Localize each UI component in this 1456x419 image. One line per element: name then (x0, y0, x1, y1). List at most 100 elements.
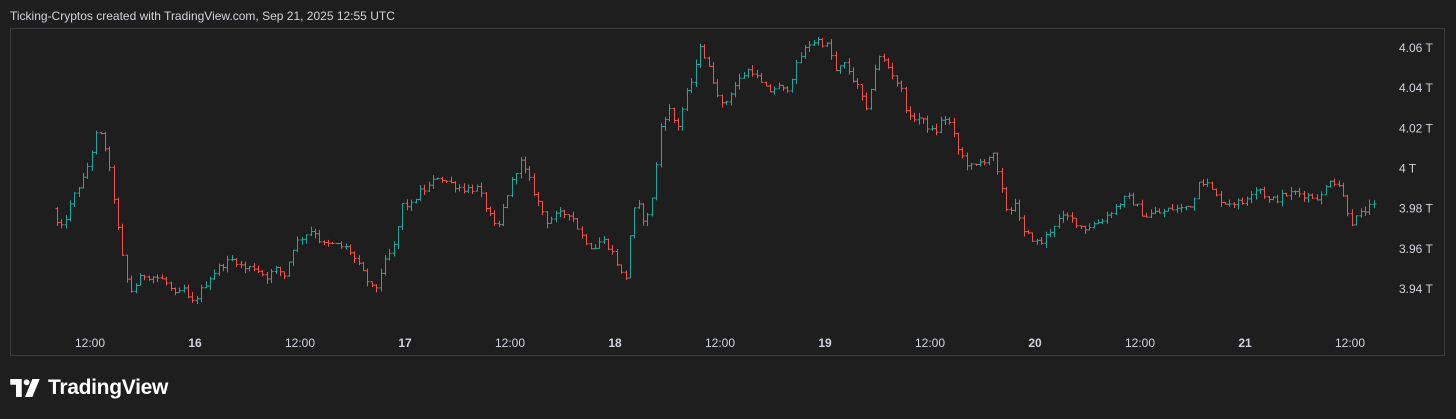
ohlc-bar (186, 284, 191, 299)
ohlc-bar (1210, 181, 1215, 190)
ohlc-bar (729, 92, 734, 106)
ohlc-bar (812, 39, 817, 46)
ohlc-bar (177, 287, 182, 294)
ohlc-bar (173, 287, 178, 296)
ohlc-bar (1354, 215, 1359, 226)
ohlc-bar (956, 132, 961, 155)
ohlc-bar (567, 214, 572, 221)
ohlc-bar (580, 226, 585, 239)
ohlc-bar (370, 281, 375, 288)
ohlc-bar (733, 81, 738, 98)
ohlc-bar (462, 183, 467, 194)
ohlc-bar (676, 118, 681, 131)
ohlc-bar (322, 240, 327, 246)
ohlc-bar (960, 147, 965, 159)
ohlc-bar (882, 53, 887, 63)
ohlc-bar (1074, 217, 1079, 229)
ohlc-bar (392, 241, 397, 257)
ohlc-bar (1079, 225, 1084, 230)
ohlc-bar (750, 64, 755, 77)
ohlc-bar (877, 55, 882, 71)
ohlc-bar (1267, 195, 1272, 203)
ohlc-bar (1271, 196, 1276, 201)
ohlc-bar (707, 56, 712, 67)
ohlc-bar (737, 73, 742, 90)
ohlc-bar (313, 228, 318, 239)
ohlc-bar (112, 165, 117, 204)
ohlc-bar (1144, 212, 1149, 218)
ohlc-bar (374, 284, 379, 293)
x-tick-label: 19 (818, 336, 832, 350)
ohlc-bar (702, 44, 707, 59)
ohlc-bar (1100, 218, 1105, 224)
ohlc-bar (663, 116, 668, 131)
ohlc-bar (317, 230, 322, 244)
ohlc-bar (628, 235, 633, 279)
ohlc-bar (720, 94, 725, 108)
ohlc-bar (1302, 190, 1307, 203)
ohlc-bar (715, 79, 720, 98)
ohlc-bar (527, 165, 532, 181)
ohlc-bar (418, 184, 423, 201)
ohlc-bar (1048, 229, 1053, 238)
ohlc-bar (252, 263, 257, 272)
ohlc-bar (169, 281, 174, 291)
ohlc-bar (825, 42, 830, 47)
ohlc-bar (829, 39, 834, 60)
ohlc-bar (593, 244, 598, 250)
ohlc-bar (1201, 179, 1206, 187)
ohlc-bar (383, 255, 388, 276)
ohlc-bar (606, 238, 611, 251)
ohlc-bar (838, 65, 843, 74)
ohlc-bar (309, 226, 314, 237)
ohlc-bar (873, 64, 878, 92)
ohlc-bar (799, 52, 804, 64)
ohlc-bar (81, 172, 86, 189)
x-tick-label: 12:00 (1335, 336, 1365, 350)
ohlc-bar (912, 112, 917, 123)
ohlc-bar (650, 197, 655, 217)
ohlc-bar (654, 162, 659, 201)
ohlc-bar (1367, 199, 1372, 215)
ohlc-bar (501, 203, 506, 227)
ohlc-bar (1297, 187, 1302, 198)
ohlc-bar (208, 276, 213, 291)
ohlc-bar (505, 195, 510, 209)
ohlc-bar (466, 184, 471, 193)
ohlc-bar (1061, 210, 1066, 223)
ohlc-bar (939, 116, 944, 134)
brand[interactable]: TradingView (10, 374, 168, 402)
x-tick-label: 12:00 (1125, 336, 1155, 350)
ohlc-bar (99, 131, 104, 135)
ohlc-bar (344, 243, 349, 250)
ohlc-bar (479, 182, 484, 198)
price-chart[interactable]: 4.06 T4.04 T4.02 T4 T3.98 T3.96 T3.94 T … (0, 0, 1456, 360)
chart-attribution: Ticking-Cryptos created with TradingView… (10, 9, 395, 23)
ohlc-bar (453, 181, 458, 193)
ohlc-bar (558, 207, 563, 217)
ohlc-bar (1096, 219, 1101, 225)
ohlc-bar (562, 209, 567, 219)
ohlc-bar (1341, 182, 1346, 197)
x-tick-label: 12:00 (495, 336, 525, 350)
ohlc-bar (352, 251, 357, 264)
ohlc-bar (400, 202, 405, 231)
ohlc-bar (899, 80, 904, 92)
ohlc-bar (930, 125, 935, 131)
ohlc-bar (330, 241, 335, 245)
ohlc-bar (1275, 194, 1280, 204)
ohlc-bar (1280, 189, 1285, 207)
ohlc-bar (484, 192, 489, 212)
ohlc-bar (90, 150, 95, 172)
ohlc-bar (94, 130, 99, 155)
ohlc-bar (908, 106, 913, 121)
ohlc-bar (680, 107, 685, 131)
ohlc-bar (1254, 187, 1259, 200)
ohlc-bar (405, 199, 410, 211)
ohlc-bar (1232, 201, 1237, 208)
ohlc-bar (1289, 186, 1294, 201)
ohlc-bar (1245, 196, 1250, 206)
ohlc-bar (1004, 187, 1009, 212)
chart-frame[interactable] (10, 28, 1445, 356)
ohlc-bar (685, 88, 690, 112)
